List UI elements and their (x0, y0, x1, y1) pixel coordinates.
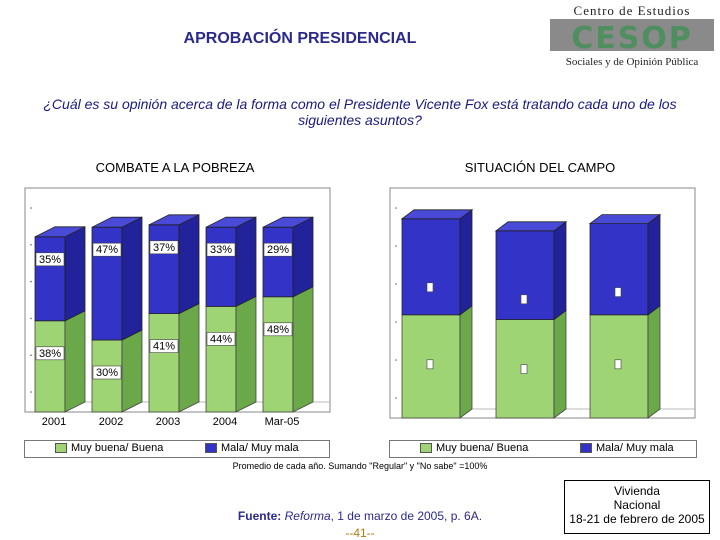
bar-mala (401, 218, 461, 316)
bar-top (588, 214, 662, 225)
axis-tick-dot (395, 321, 397, 323)
legend-pobreza: Muy buena/ Buena Mala/ Muy mala (24, 440, 330, 458)
bar-buena-side (647, 304, 661, 419)
bar-top (262, 216, 314, 228)
cesop-logo: Centro de Estudios CESOP Sociales y de O… (548, 2, 716, 68)
legend-swatch-buena-2 (420, 443, 432, 453)
logo-line2: Sociales y de Opinión Pública (566, 56, 699, 68)
source-citation: Fuente: Reforma, 1 de marzo de 2005, p. … (220, 509, 500, 523)
bar-buena (34, 320, 66, 413)
legend-label-mala: Mala/ Muy mala (221, 442, 299, 454)
bar-buena-side (459, 304, 473, 419)
legend-swatch-mala-2 (580, 443, 592, 453)
legend-item-buena-2: Muy buena/ Buena (420, 442, 528, 454)
axis-tick-dot (30, 354, 32, 357)
data-label-box (35, 346, 65, 361)
x-tick-label: 2004 (213, 416, 237, 428)
axis-tick-dot (30, 391, 32, 393)
page-title: APROBACIÓN PRESIDENCIAL (183, 30, 417, 47)
source-publication: Reforma (284, 509, 331, 523)
page-number: --41-- (345, 526, 375, 540)
data-label-marker (520, 294, 528, 305)
axis-tick-dot (395, 283, 397, 285)
survey-dates: 18-21 de febrero de 2005 (569, 512, 705, 526)
bar-buena (205, 305, 237, 413)
data-label-mala: 47% (96, 244, 118, 256)
axis-tick-dot (395, 359, 397, 361)
legend-item-mala: Mala/ Muy mala (205, 442, 299, 454)
data-label-box (35, 252, 65, 267)
data-label-marker (614, 359, 622, 370)
source-details: , 1 de marzo de 2005, p. 6A. (330, 509, 483, 523)
bar-buena-side (553, 309, 567, 419)
bar-mala-side (459, 209, 473, 316)
survey-question: ¿Cuál es su opinión acerca de la forma c… (43, 96, 677, 128)
bar-mala (205, 226, 237, 307)
data-label-box (263, 322, 293, 337)
data-label-marker (520, 364, 528, 374)
axis-tick-dot (30, 244, 32, 246)
data-label-mala: 33% (210, 244, 232, 256)
data-label-box (149, 240, 179, 255)
legend-swatch-buena (55, 443, 67, 453)
bar-mala-side (553, 221, 567, 321)
data-label-box (92, 242, 122, 257)
data-label-buena: 38% (39, 348, 61, 360)
axis-tick-dot (395, 245, 397, 247)
survey-info-box: Vivienda Nacional 18-21 de febrero de 20… (564, 480, 710, 534)
data-label-box (149, 339, 179, 353)
bar-top (91, 216, 143, 228)
bar-mala (589, 223, 649, 316)
bar-top (494, 221, 568, 232)
x-tick-label: 2003 (156, 416, 180, 428)
data-label-marker (426, 359, 434, 370)
data-label-box (263, 242, 293, 257)
data-label-box (206, 242, 236, 257)
bar-top (400, 209, 474, 220)
data-label-box (92, 365, 122, 380)
data-label-marker (426, 282, 434, 293)
legend-label-buena-2: Muy buena/ Buena (436, 442, 529, 454)
source-label: Fuente: (237, 509, 282, 523)
data-label-buena: 30% (96, 367, 118, 379)
legend-item-mala-2: Mala/ Muy mala (580, 442, 674, 454)
bar-top (148, 214, 200, 226)
axis-tick-dot (30, 280, 32, 283)
logo-line1: Centro de Estudios (574, 3, 691, 18)
legend-campo: Muy buena/ Buena Mala/ Muy mala (389, 440, 697, 458)
axis-tick-dot (395, 207, 397, 209)
legend-swatch-mala (205, 443, 217, 453)
data-label-mala: 29% (267, 244, 289, 256)
data-label-buena: 44% (210, 333, 232, 345)
chart-title-campo: SITUACIÓN DEL CAMPO (464, 160, 616, 175)
survey-scope: Nacional (613, 498, 661, 512)
legend-item-buena: Muy buena/ Buena (55, 442, 163, 454)
legend-label-mala-2: Mala/ Muy mala (596, 442, 674, 454)
axis-tick-dot (30, 207, 32, 209)
x-tick-label: 2001 (42, 416, 66, 428)
legend-label-buena: Muy buena/ Buena (71, 442, 164, 454)
x-tick-label: 2002 (99, 416, 123, 428)
x-tick-label: Mar-05 (265, 416, 300, 428)
logo-mark: CESOP (571, 21, 693, 56)
bar-top (205, 216, 257, 228)
bar-mala (495, 230, 555, 321)
data-label-box (206, 332, 236, 346)
data-label-marker (614, 287, 622, 297)
survey-type: Vivienda (614, 484, 660, 498)
bar-mala (262, 226, 294, 298)
bar-mala-side (647, 213, 661, 316)
data-label-buena: 41% (153, 341, 175, 353)
footnote: Promedio de cada año. Sumando "Regular" … (232, 461, 488, 471)
data-label-mala: 37% (153, 242, 175, 254)
axis-tick-dot (30, 317, 32, 320)
axis-tick-dot (395, 397, 397, 399)
data-label-buena: 48% (267, 324, 289, 336)
chart-title-pobreza: COMBATE A LA POBREZA (95, 160, 255, 175)
data-label-mala: 35% (39, 254, 61, 266)
bar-top (34, 226, 86, 238)
